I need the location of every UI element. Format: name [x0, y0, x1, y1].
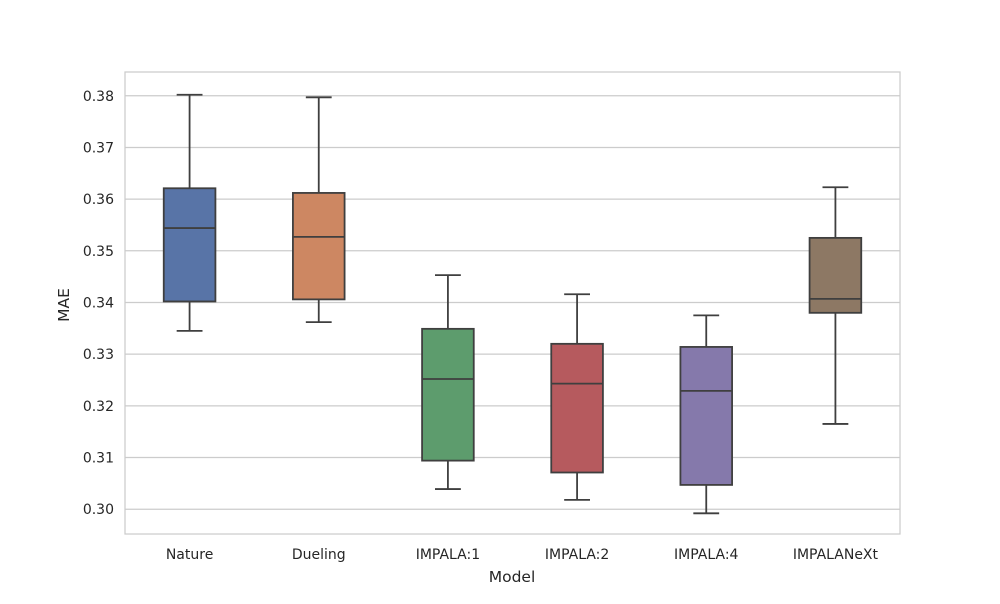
y-tick-label: 0.30 [83, 502, 114, 518]
box-group [808, 186, 863, 425]
box-iqr [808, 236, 863, 314]
x-tick-label: IMPALA:1 [416, 547, 480, 563]
y-tick-label: 0.37 [83, 140, 114, 156]
plot-frame [124, 71, 901, 535]
x-tick-labels: Nature Dueling IMPALA:1 IMPALA:2 IMPALA:4 IMP… [166, 547, 879, 563]
y-tick-label: 0.32 [83, 399, 114, 415]
y-tick-label: 0.36 [83, 192, 114, 208]
y-tick-label: 0.31 [83, 451, 114, 467]
grid-lines [125, 95, 900, 510]
y-tick-label: 0.35 [83, 244, 114, 260]
box-iqr [679, 346, 733, 486]
box-series [162, 93, 863, 515]
x-tick-label: IMPALA:4 [674, 547, 739, 563]
y-tick-label: 0.38 [83, 89, 114, 105]
y-tick-labels: 0.30 0.31 0.32 0.33 0.34 0.35 0.36 0.37 0.38 [83, 89, 114, 518]
x-axis-label: Model [489, 568, 536, 586]
y-tick-label: 0.33 [83, 347, 114, 363]
box-group [421, 274, 475, 490]
box-iqr [162, 187, 217, 303]
box-group [550, 293, 604, 501]
box-iqr [550, 342, 604, 474]
x-tick-label: IMPALANeXt [793, 547, 879, 563]
box-group [679, 314, 733, 515]
box-iqr [421, 327, 475, 462]
box-group [162, 93, 217, 332]
x-tick-label: Dueling [292, 547, 346, 563]
y-axis-label: MAE [55, 288, 73, 322]
x-tick-label: Nature [166, 547, 213, 563]
box-iqr [292, 192, 346, 301]
box-group [292, 96, 346, 324]
y-tick-label: 0.34 [83, 295, 114, 311]
x-tick-label: IMPALA:2 [545, 547, 609, 563]
